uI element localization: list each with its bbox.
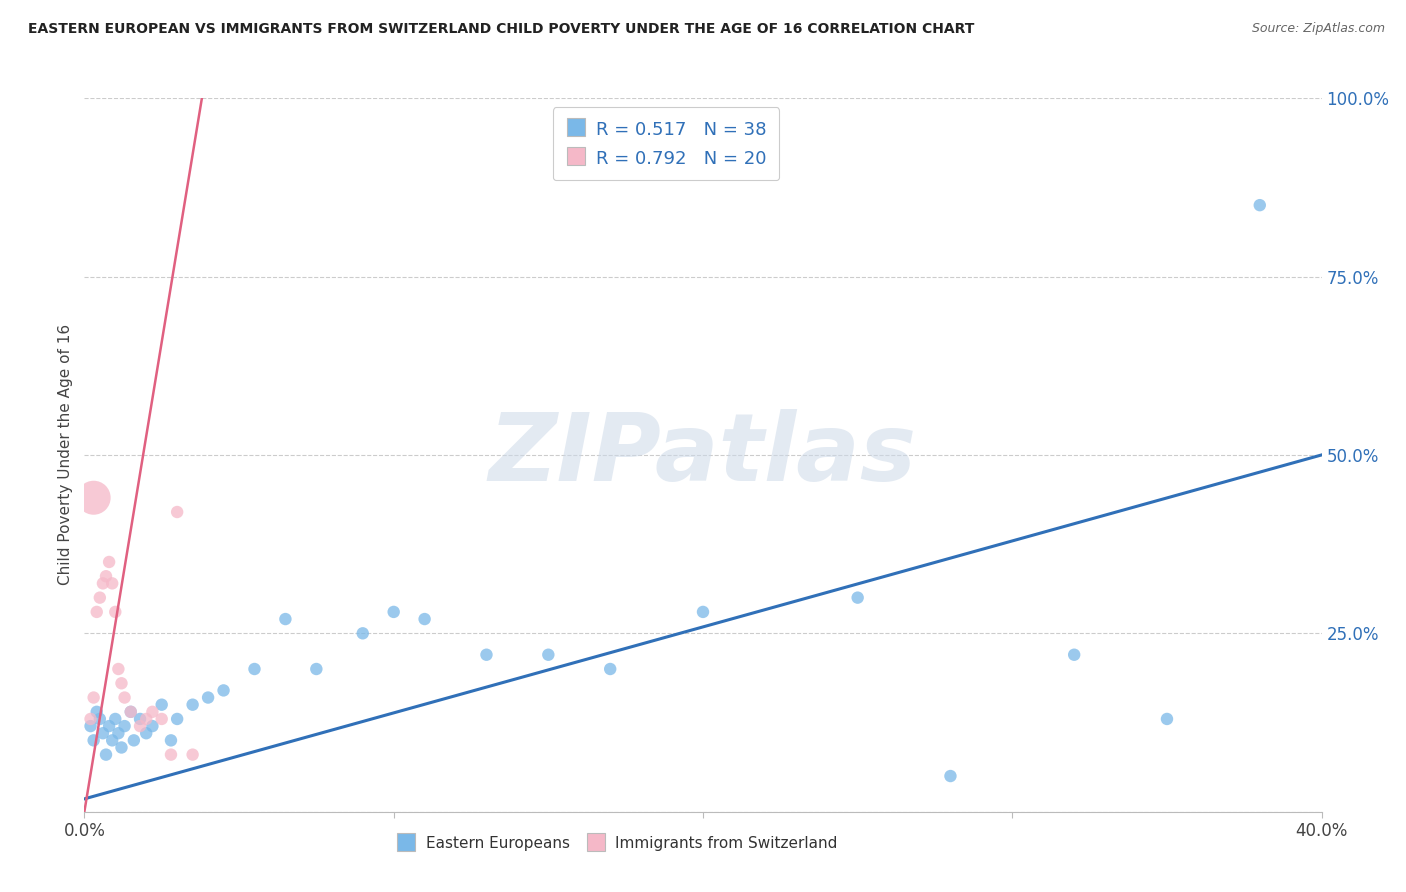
Point [101,576,124,591]
Point [475,648,498,662]
Point [150,712,173,726]
Point [181,747,204,762]
Point [104,605,127,619]
Point [150,698,173,712]
Point [79,712,101,726]
Point [91,726,114,740]
Point [91,576,114,591]
Point [141,705,163,719]
Point [107,662,129,676]
Point [101,733,124,747]
Point [98,719,121,733]
Point [83,733,105,747]
Point [846,591,869,605]
Point [1156,712,1178,726]
Y-axis label: Child Poverty Under the Age of 16: Child Poverty Under the Age of 16 [58,325,73,585]
Point [83,690,105,705]
Point [197,690,219,705]
Point [98,555,121,569]
Point [110,740,132,755]
Point [141,719,163,733]
Point [114,690,136,705]
Point [160,747,183,762]
Point [129,712,152,726]
Point [1249,198,1271,212]
Point [382,605,405,619]
Legend: Eastern Europeans, Immigrants from Switzerland: Eastern Europeans, Immigrants from Switz… [389,830,844,857]
Point [274,612,297,626]
Point [537,648,560,662]
Point [83,491,105,505]
Point [114,719,136,733]
Point [135,726,157,740]
Text: ZIPatlas: ZIPatlas [489,409,917,501]
Point [212,683,235,698]
Point [181,698,204,712]
Point [305,662,328,676]
Point [413,612,436,626]
Point [352,626,374,640]
Point [135,712,157,726]
Point [166,505,188,519]
Point [120,705,142,719]
Point [939,769,962,783]
Point [243,662,266,676]
Point [94,569,117,583]
Point [89,712,111,726]
Point [599,662,621,676]
Text: Source: ZipAtlas.com: Source: ZipAtlas.com [1251,22,1385,36]
Point [166,712,188,726]
Point [1063,648,1085,662]
Point [120,705,142,719]
Point [122,733,145,747]
Point [160,733,183,747]
Point [79,719,101,733]
Point [692,605,714,619]
Text: EASTERN EUROPEAN VS IMMIGRANTS FROM SWITZERLAND CHILD POVERTY UNDER THE AGE OF 1: EASTERN EUROPEAN VS IMMIGRANTS FROM SWIT… [28,22,974,37]
Point [107,726,129,740]
Point [110,676,132,690]
Point [94,747,117,762]
Point [104,712,127,726]
Point [129,719,152,733]
Point [86,705,108,719]
Point [89,591,111,605]
Point [86,605,108,619]
